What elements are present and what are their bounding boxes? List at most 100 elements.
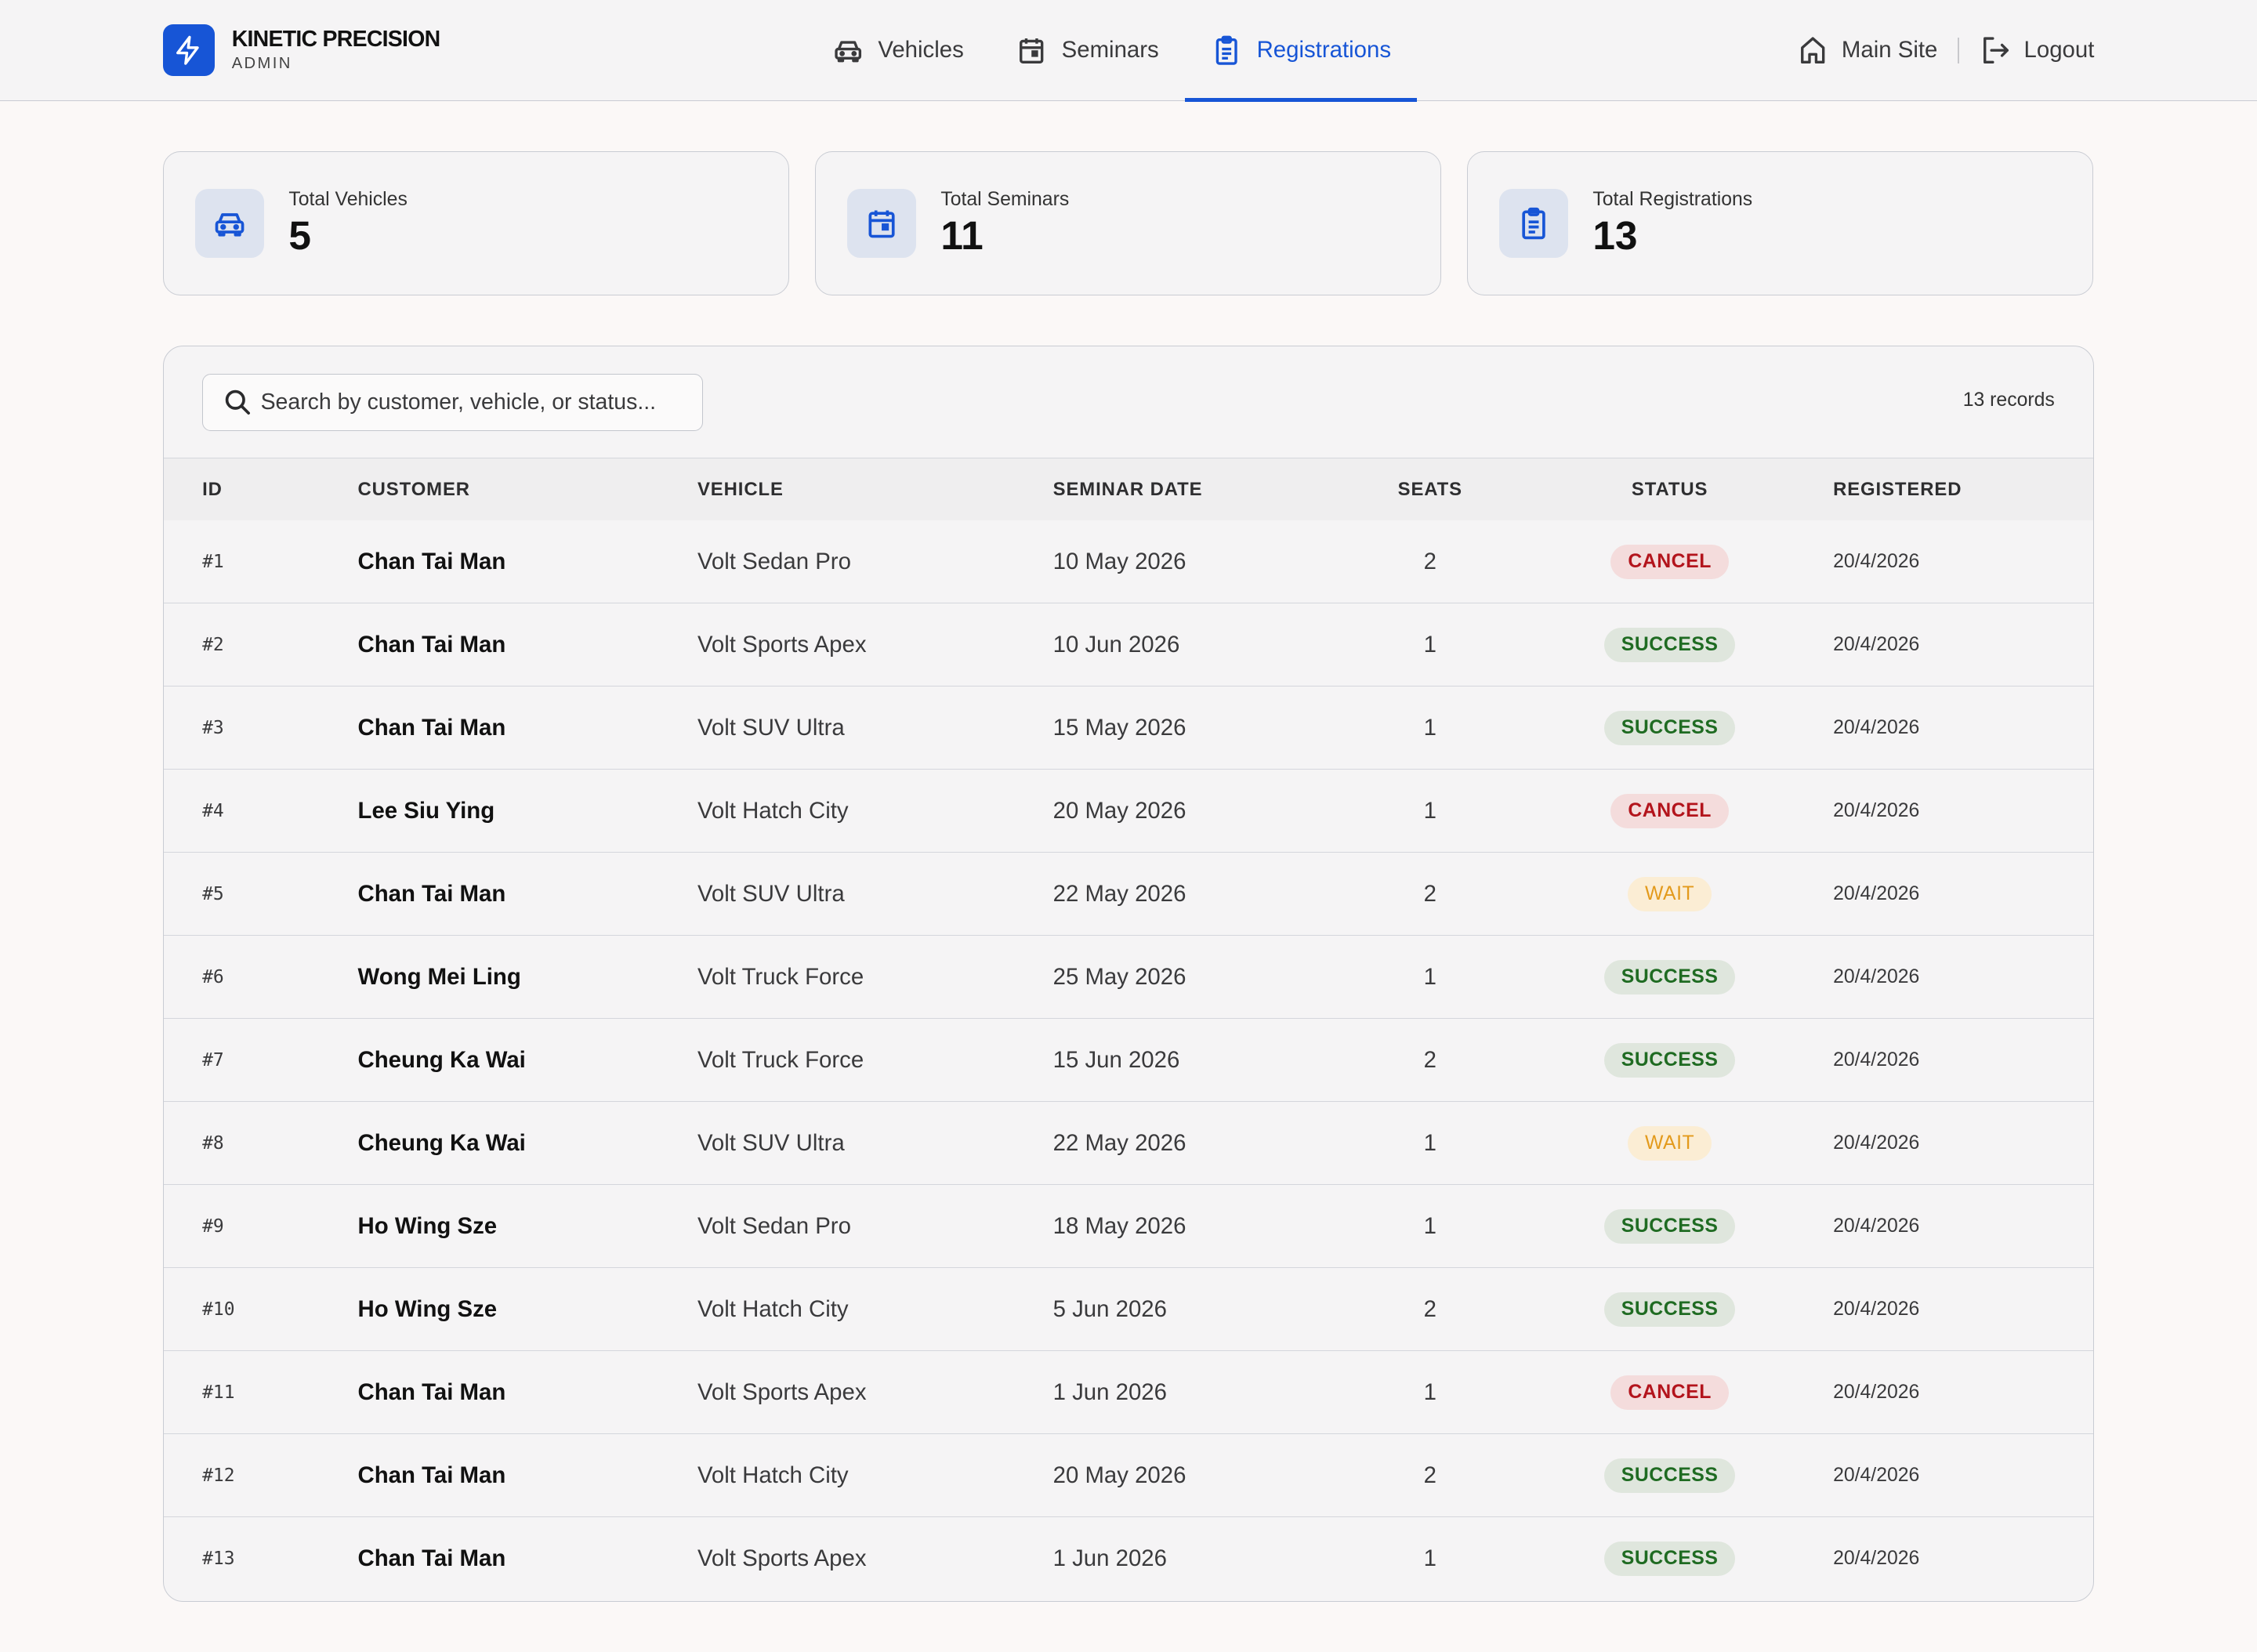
vehicle-name: Volt Sports Apex [697,1378,867,1405]
customer-name: Ho Wing Sze [357,1212,498,1239]
vehicle-name: Volt Truck Force [697,1046,864,1073]
table-row[interactable]: #7 Cheung Ka Wai Volt Truck Force 15 Jun 20… [163,1018,2094,1102]
nav-seminars-label: Seminars [1061,37,1159,63]
seats-count: 2 [1423,1295,1436,1322]
car-icon [834,41,861,63]
registration-id: #3 [202,717,224,738]
stat-value: 13 [1592,212,1638,258]
column-header-seminar-date[interactable]: SEMINAR DATE [1052,478,1203,500]
seminar-date: 15 Jun 2026 [1052,1046,1180,1073]
status-badge: CANCEL [1610,793,1729,828]
column-header-registered[interactable]: REGISTERED [1833,478,1962,500]
nav-registrations-label: Registrations [1256,37,1392,63]
logout-button[interactable]: Logout [1980,34,2094,66]
nav-registrations[interactable]: Registrations [1184,0,1418,103]
status-badge: CANCEL [1610,1375,1729,1410]
customer-name: Chan Tai Man [357,1378,506,1405]
status-cell: SUCCESS [1506,1268,1833,1351]
seminar-date: 5 Jun 2026 [1052,1295,1167,1322]
seats-count: 2 [1423,1462,1436,1488]
customer-name: Wong Mei Ling [357,963,521,990]
registered-date: 20/4/2026 [1833,1049,1920,1071]
search-icon [225,389,250,415]
stats-row: Total Vehicles 5 Total Seminars 11 Total… [162,150,2093,295]
nav-vehicles[interactable]: Vehicles [806,0,990,101]
calendar-icon [846,188,917,258]
column-header-id[interactable]: ID [202,478,223,500]
registration-id: #5 [202,883,224,904]
stat-label: Total Registrations [1592,189,1753,211]
table-row[interactable]: #12 Chan Tai Man Volt Hatch City 20 May 202… [163,1433,2094,1517]
table-row[interactable]: #13 Chan Tai Man Volt Sports Apex 1 Jun 202… [163,1516,2094,1600]
table-body: #1 Chan Tai Man Volt Sedan Pro 10 May 2026 2… [163,520,2094,1600]
registered-date: 20/4/2026 [1833,1215,1920,1237]
customer-name: Chan Tai Man [357,1545,506,1571]
status-badge: SUCCESS [1603,1458,1736,1493]
registration-id: #7 [202,1049,224,1071]
column-header-vehicle[interactable]: VEHICLE [697,478,784,500]
vehicle-name: Volt SUV Ultra [697,714,845,741]
vehicle-name: Volt Sports Apex [697,1545,867,1571]
table-row[interactable]: #8 Cheung Ka Wai Volt SUV Ultra 22 May 2026… [163,1101,2094,1185]
seminar-date: 15 May 2026 [1052,714,1186,741]
status-cell: CANCEL [1506,1351,1833,1434]
customer-name: Chan Tai Man [357,1462,506,1488]
status-cell: WAIT [1506,853,1833,936]
seats-count: 1 [1423,1545,1436,1571]
registered-date: 20/4/2026 [1833,633,1920,655]
column-header-status[interactable]: STATUS [1631,478,1708,500]
search-box [202,373,704,432]
status-badge: SUCCESS [1603,1208,1736,1244]
status-badge: SUCCESS [1603,710,1736,745]
table-row[interactable]: #5 Chan Tai Man Volt SUV Ultra 22 May 2026 2… [163,852,2094,936]
status-cell: WAIT [1506,1102,1833,1185]
vehicle-name: Volt Sports Apex [697,631,867,658]
customer-name: Chan Tai Man [357,714,506,741]
registration-id: #8 [202,1132,224,1154]
table-row[interactable]: #6 Wong Mei Ling Volt Truck Force 25 May 20… [163,935,2094,1019]
registration-id: #9 [202,1215,224,1237]
vehicle-name: Volt Hatch City [697,1462,849,1488]
registration-id: #4 [202,800,224,821]
logout-icon [1983,37,2009,64]
seats-count: 1 [1423,1129,1436,1156]
main-site-link[interactable]: Main Site [1797,34,1937,66]
stat-card-vehicles: Total Vehicles 5 [162,150,789,295]
status-cell: SUCCESS [1506,603,1833,687]
registered-date: 20/4/2026 [1833,965,1920,987]
brand[interactable]: KINETIC PRECISION ADMIN [162,24,440,77]
table-row[interactable]: #10 Ho Wing Sze Volt Hatch City 5 Jun 2026 2… [163,1267,2094,1351]
table-row[interactable]: #3 Chan Tai Man Volt SUV Ultra 15 May 2026 1… [163,686,2094,770]
table-row[interactable]: #11 Chan Tai Man Volt Sports Apex 1 Jun 202… [163,1350,2094,1434]
registration-id: #13 [202,1548,235,1569]
seminar-date: 22 May 2026 [1052,1129,1186,1156]
table-row[interactable]: #4 Lee Siu Ying Volt Hatch City 20 May 2026… [163,769,2094,853]
search-input[interactable] [260,389,693,415]
stat-card-seminars: Total Seminars 11 [814,150,1441,295]
column-header-customer[interactable]: CUSTOMER [357,478,470,500]
seats-count: 1 [1423,631,1436,658]
registered-date: 20/4/2026 [1833,799,1920,821]
home-icon [1801,37,1825,64]
status-badge: SUCCESS [1603,1292,1736,1327]
nav-seminars[interactable]: Seminars [990,0,1185,101]
stat-value: 11 [940,212,984,258]
status-cell: CANCEL [1506,770,1833,853]
registrations-table: ID CUSTOMER VEHICLE SEMINAR DATE SEATS S… [163,458,2094,1600]
table-row[interactable]: #9 Ho Wing Sze Volt Sedan Pro 18 May 2026 1 S… [163,1184,2094,1268]
table-row[interactable]: #2 Chan Tai Man Volt Sports Apex 10 Jun 202… [163,603,2094,687]
column-header-seats[interactable]: SEATS [1397,478,1462,500]
seminar-date: 25 May 2026 [1052,963,1186,990]
clipboard-icon [1215,35,1237,65]
brand-subtitle: ADMIN [231,55,292,73]
seats-count: 1 [1423,1378,1436,1405]
stat-value: 5 [288,212,311,258]
top-header: KINETIC PRECISION ADMIN Vehicles Seminar… [0,0,2257,103]
status-cell: CANCEL [1506,520,1833,603]
table-toolbar: 13 records [163,346,2094,459]
header-divider [1958,37,1959,63]
vehicle-name: Volt Sedan Pro [697,1212,851,1239]
status-cell: SUCCESS [1506,687,1833,770]
seats-count: 1 [1423,714,1436,741]
table-row[interactable]: #1 Chan Tai Man Volt Sedan Pro 10 May 2026 2… [164,520,2094,603]
